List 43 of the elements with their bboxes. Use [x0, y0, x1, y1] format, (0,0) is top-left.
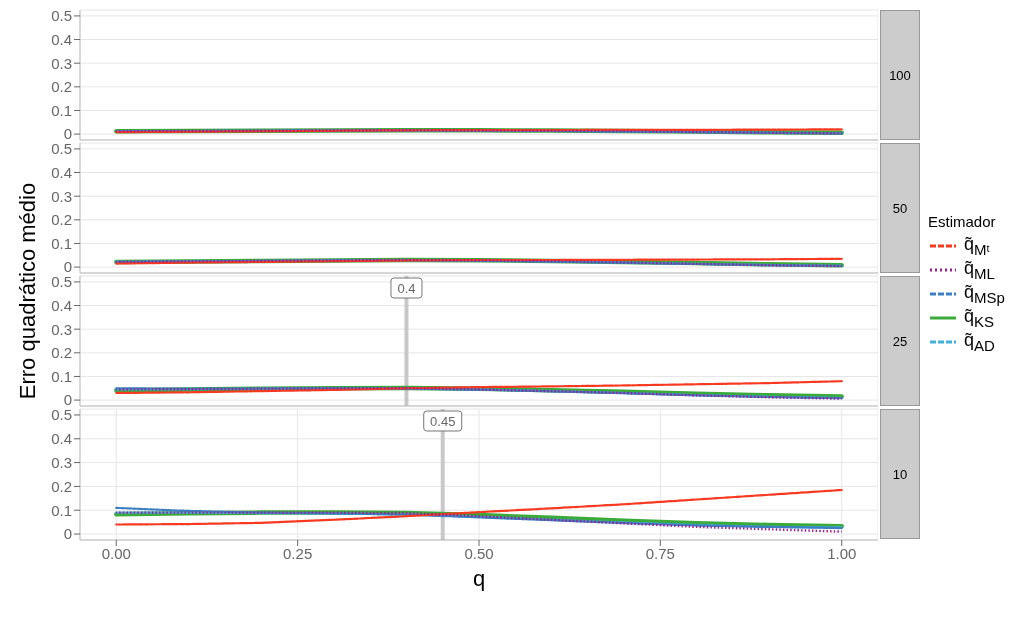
y-tick-label: 0 [63, 125, 72, 143]
legend-label: q̃$_{Mᵗ}$ [964, 234, 990, 258]
y-tick-label: 0 [63, 391, 72, 409]
legend-label: q̃$_{MSp}$ [964, 282, 1005, 306]
y-tick-label: 0.1 [51, 234, 72, 252]
y-tick-label: 0.2 [51, 344, 72, 362]
x-tick-label: 0.50 [464, 544, 494, 562]
y-tick-label: 0.2 [51, 211, 72, 229]
text: 25 [892, 333, 908, 349]
x-tick-label: 0.25 [283, 544, 313, 562]
y-tick-label: 0.2 [51, 78, 72, 96]
y-tick-label: 0.1 [51, 101, 72, 119]
text: 100 [889, 67, 911, 83]
legend-label: q̃$_{AD}$ [964, 330, 995, 354]
legend-label: q̃$_{ML}$ [964, 258, 995, 282]
x-axis-title: q [472, 566, 486, 591]
y-tick-label: 0.5 [51, 7, 72, 25]
y-tick-label: 0.5 [51, 273, 72, 291]
x-tick-label: 0.75 [645, 544, 675, 562]
y-tick-label: 0.4 [51, 163, 72, 181]
y-tick-label: 0.5 [51, 140, 72, 158]
y-tick-label: 0 [63, 525, 72, 543]
y-tick-label: 0.1 [51, 367, 72, 385]
y-tick-label: 0.3 [51, 453, 72, 471]
ref-line-label: 0.45 [430, 414, 456, 429]
y-tick-label: 0.4 [51, 296, 72, 314]
y-tick-label: 0.2 [51, 477, 72, 495]
legend-label: q̃$_{KS}$ [964, 306, 995, 330]
y-tick-label: 0.3 [51, 320, 72, 338]
y-tick-label: 0 [63, 258, 72, 276]
y-tick-label: 0.4 [51, 430, 72, 448]
y-tick-label: 0.3 [51, 187, 72, 205]
y-tick-label: 0.5 [51, 406, 72, 424]
x-tick-label: 1.00 [827, 544, 857, 562]
text: 10 [892, 466, 908, 482]
text: 50 [892, 200, 908, 216]
x-tick-label: 0.00 [101, 544, 131, 562]
ref-line-label: 0.4 [397, 281, 416, 296]
y-tick-label: 0.4 [51, 30, 72, 48]
y-tick-label: 0.3 [51, 54, 72, 72]
y-axis-title: Erro quadrático médio [15, 181, 41, 402]
legend-title: Estimador [928, 213, 997, 230]
y-tick-label: 0.1 [51, 501, 72, 519]
